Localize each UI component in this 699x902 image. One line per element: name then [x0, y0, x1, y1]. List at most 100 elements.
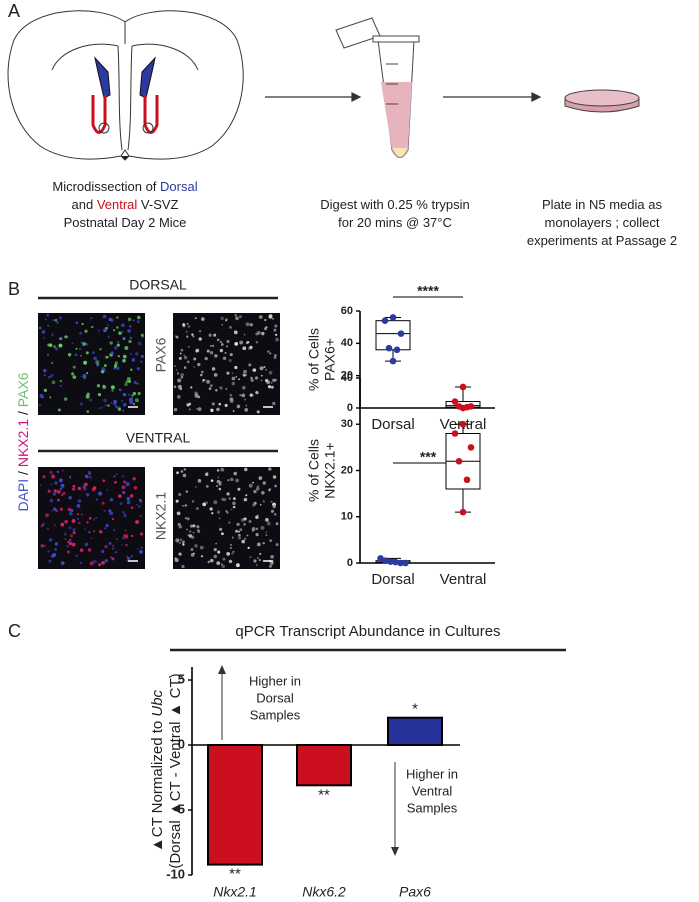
cell	[116, 326, 119, 329]
cell	[47, 489, 51, 493]
cell	[78, 347, 82, 351]
y-tick-label: -10	[166, 866, 185, 881]
cell	[98, 491, 103, 496]
cell	[64, 538, 67, 541]
cell	[60, 483, 65, 488]
cell	[72, 365, 76, 369]
cell	[272, 317, 274, 320]
cell	[57, 408, 61, 412]
cell	[122, 409, 125, 412]
cell	[243, 369, 247, 374]
cell	[186, 360, 190, 364]
data-point	[382, 557, 389, 564]
cell	[123, 492, 126, 495]
cell	[249, 393, 253, 397]
cell	[129, 352, 132, 356]
cell	[215, 542, 218, 545]
cell	[193, 552, 195, 555]
cell	[75, 321, 79, 324]
cell	[191, 333, 194, 336]
cell	[228, 325, 232, 329]
cell	[38, 404, 42, 407]
cell	[74, 353, 78, 357]
x-tick-label: Dorsal	[371, 416, 414, 433]
cell	[78, 521, 81, 525]
cell	[185, 490, 189, 493]
cell	[103, 364, 107, 367]
cell	[178, 541, 181, 545]
cell	[49, 396, 52, 399]
cell	[237, 536, 242, 540]
cell	[249, 556, 252, 559]
caption-line: and Ventral V-SVZ	[72, 197, 179, 212]
cell	[133, 380, 137, 385]
cell	[72, 531, 76, 535]
cell	[187, 325, 191, 328]
cell	[259, 503, 262, 506]
cell	[132, 476, 136, 481]
cell	[80, 513, 83, 516]
significance: **	[229, 866, 241, 883]
cell	[75, 554, 78, 558]
x-tick-label: Nkx2.1	[213, 884, 257, 900]
cell	[97, 329, 100, 332]
cell	[110, 401, 113, 404]
cell	[257, 485, 260, 488]
cell	[85, 474, 89, 479]
cell	[51, 362, 53, 364]
cell	[245, 494, 248, 497]
cell	[218, 517, 221, 520]
cell	[260, 379, 263, 382]
cell	[272, 401, 276, 406]
cell	[126, 496, 131, 501]
cell	[247, 546, 250, 550]
cell	[261, 490, 265, 495]
cell	[57, 498, 60, 502]
cell	[252, 503, 256, 507]
cell	[66, 545, 69, 548]
cell	[116, 316, 119, 319]
cell	[106, 488, 109, 491]
cell	[113, 367, 116, 370]
cell	[128, 339, 132, 344]
cell	[49, 470, 54, 475]
cell	[259, 552, 262, 556]
cell	[248, 363, 252, 367]
cell	[107, 404, 110, 408]
cell	[177, 378, 182, 383]
cell	[197, 362, 201, 367]
cell	[52, 319, 54, 321]
cell	[268, 370, 273, 375]
cell	[237, 487, 241, 491]
cell	[89, 475, 93, 479]
cell	[180, 372, 184, 377]
cell	[113, 402, 117, 406]
micrograph	[38, 313, 145, 415]
cell	[60, 522, 65, 527]
cell	[121, 485, 126, 490]
cell	[238, 533, 241, 537]
cell	[187, 345, 190, 348]
cell	[139, 514, 142, 518]
y-tick-label: 20	[341, 464, 353, 476]
cell	[43, 388, 48, 393]
cell	[69, 476, 72, 479]
cell	[242, 373, 245, 376]
caption-line: Digest with 0.25 % trypsin	[320, 197, 470, 212]
cell	[194, 391, 198, 396]
cell	[182, 504, 184, 507]
cell	[263, 366, 266, 369]
cell	[39, 484, 42, 487]
cell	[115, 538, 118, 541]
cell	[182, 543, 185, 546]
cell	[208, 387, 212, 390]
cell	[216, 485, 219, 487]
annotation: Higher in	[249, 673, 301, 688]
cell	[95, 516, 98, 519]
cell	[111, 389, 114, 392]
cell	[245, 404, 248, 407]
cell	[110, 351, 114, 355]
micrograph	[173, 467, 280, 569]
cell	[64, 533, 67, 536]
cell	[180, 470, 184, 473]
